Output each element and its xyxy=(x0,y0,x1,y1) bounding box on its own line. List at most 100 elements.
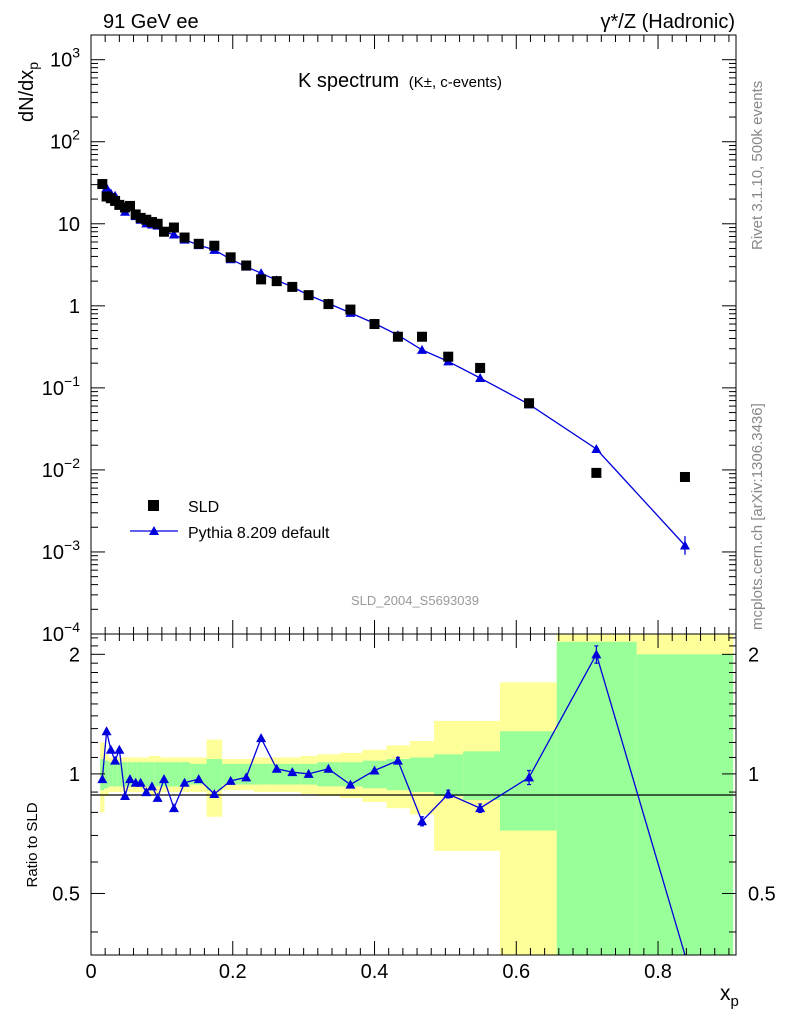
ratio-inner-band xyxy=(104,760,109,789)
ratio-xtick-label: 0.4 xyxy=(361,961,389,983)
main-ytick-exp: −3 xyxy=(64,537,80,553)
pythia-point xyxy=(591,443,602,453)
main-ytick-label: 10−2 xyxy=(42,455,80,482)
pythia-point xyxy=(475,372,486,382)
ratio-point xyxy=(193,774,204,784)
sld-point xyxy=(114,199,125,210)
sld-point xyxy=(417,331,428,342)
main-ytick-exp: 3 xyxy=(72,45,80,61)
ratio-xtick-label: 0.8 xyxy=(644,961,672,983)
ratio-xlabel: xp xyxy=(720,982,739,1010)
ratio-ylabel: Ratio to SLD xyxy=(24,802,41,887)
sld-point xyxy=(179,232,190,243)
main-ytick-base: 10 xyxy=(42,378,64,400)
sld-point xyxy=(241,260,252,271)
ratio-point xyxy=(114,744,125,754)
ratio-point xyxy=(124,774,135,784)
main-ytick-exp: −1 xyxy=(64,373,80,389)
sld-point xyxy=(392,331,403,342)
ratio-point xyxy=(209,788,220,798)
main-ytick-exp: −2 xyxy=(64,455,80,471)
main-ytick-base: 10 xyxy=(50,132,72,154)
main-ytick-base: 10 xyxy=(42,624,64,646)
main-ytick-label: 10−4 xyxy=(42,619,80,646)
ratio-inner-band xyxy=(254,763,270,785)
ratio-xtick-label: 0.2 xyxy=(219,961,247,983)
ratio-series-group xyxy=(97,645,687,955)
ratio-ytick-label: 1 xyxy=(69,764,80,786)
ratio-point xyxy=(168,803,179,813)
ratio-inner-band xyxy=(168,762,180,787)
sld-point xyxy=(124,200,135,211)
main-ylabel-main: dN/dx xyxy=(16,70,38,122)
ratio-point xyxy=(105,744,116,754)
ratio-inner-band xyxy=(112,762,118,787)
ratio-point xyxy=(141,787,152,797)
main-ytick-base: 10 xyxy=(42,542,64,564)
ratio-frame xyxy=(90,633,737,956)
ratio-point xyxy=(475,803,486,813)
sld-point xyxy=(287,281,298,292)
legend: SLD Pythia 8.209 default xyxy=(130,499,330,542)
sld-point xyxy=(152,218,163,229)
sld-point xyxy=(135,212,146,223)
sld-point xyxy=(209,240,220,251)
main-ytick-label: 103 xyxy=(50,45,80,72)
ratio-inner-band xyxy=(127,762,133,787)
ratio-inner-band xyxy=(122,762,128,787)
header-left: 91 GeV ee xyxy=(103,11,199,33)
main-ytick-base: 10 xyxy=(50,50,72,72)
main-ytick-base: 10 xyxy=(42,460,64,482)
ratio-point xyxy=(110,755,121,765)
chart-title-main: K spectrum xyxy=(298,70,399,92)
ratio-point xyxy=(135,777,146,787)
ratio-inner-band xyxy=(132,762,138,787)
ratio-ytick-label: 0.5 xyxy=(52,883,80,905)
main-ytick-base: 10 xyxy=(58,214,80,236)
ratio-point xyxy=(591,649,602,659)
ratio-point xyxy=(97,774,108,784)
legend-sld-label: SLD xyxy=(188,499,219,516)
ratio-xtick-label: 0 xyxy=(85,961,96,983)
sld-point xyxy=(443,351,454,362)
legend-sld-marker xyxy=(148,500,159,511)
ratio-point xyxy=(524,772,535,782)
ratio-inner-band xyxy=(463,751,500,800)
ratio-inner-band xyxy=(206,759,223,791)
ratio-point xyxy=(101,726,112,736)
rivet-version-label: Rivet 3.1.10, 500k events xyxy=(749,81,766,250)
ratio-inner-band xyxy=(108,762,113,787)
main-ytick-base: 1 xyxy=(69,296,80,318)
sld-point xyxy=(146,217,157,228)
sld-point xyxy=(679,471,690,482)
ratio-inner-band xyxy=(434,754,464,796)
ratio-inner-band xyxy=(190,763,207,785)
sld-point xyxy=(225,252,236,263)
chart-title-sub: (K±, c-events) xyxy=(409,74,502,91)
sld-point xyxy=(159,226,170,237)
sld-point xyxy=(524,398,535,409)
sld-point xyxy=(475,362,486,373)
main-ytick-label: 1 xyxy=(69,296,80,318)
ratio-ytick-label: 2 xyxy=(69,644,80,666)
main-ylabel: dN/dxp xyxy=(16,62,41,122)
ratio-inner-band xyxy=(179,762,191,787)
pythia-series-line xyxy=(101,184,686,546)
legend-pythia-label: Pythia 8.209 default xyxy=(188,525,330,542)
main-ytick-label: 102 xyxy=(50,127,80,154)
ratio-point xyxy=(303,768,314,778)
main-ytick-label: 10 xyxy=(58,214,80,236)
sld-point xyxy=(256,274,267,285)
chart-title: K spectrum (K±, c-events) xyxy=(298,70,502,92)
main-frame xyxy=(90,34,737,635)
ratio-point xyxy=(392,755,403,765)
pythia-point xyxy=(168,229,179,239)
main-ylabel-sub: p xyxy=(25,62,41,70)
ratio-point xyxy=(271,763,282,773)
ratio-inner-band xyxy=(556,641,637,955)
ratio-inner-band xyxy=(117,762,123,787)
ratio-point xyxy=(417,816,428,826)
ratio-point xyxy=(256,733,267,743)
